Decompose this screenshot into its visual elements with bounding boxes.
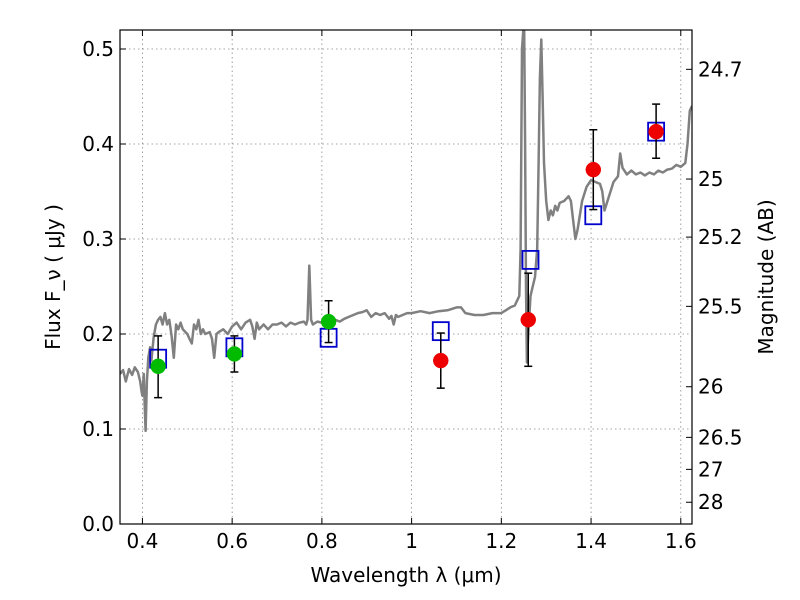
plot-area [120, 30, 692, 433]
right-tick-label: 26 [698, 375, 723, 399]
y-tick-label: 0.5 [82, 37, 114, 61]
right-tick-label: 25.2 [698, 225, 743, 249]
right-tick-label: 28 [698, 490, 723, 514]
photometry-point [226, 346, 243, 362]
model-flux-square [521, 249, 540, 270]
x-tick-label: 0.4 [127, 529, 159, 553]
right-tick-label: 24.7 [698, 57, 743, 81]
x-tick-label: 1.2 [485, 529, 517, 553]
plot-frame [119, 29, 693, 525]
y-axis-label: Flux F_ν ( μJy ) [41, 204, 65, 350]
right-tick-label: 27 [698, 457, 723, 481]
y-tick-label: 0.4 [82, 132, 114, 156]
x-axis-label: Wavelength λ (μm) [310, 563, 501, 587]
right-tick-label: 26.5 [698, 425, 743, 449]
right-y-axis-label: Magnitude (AB) [754, 199, 778, 354]
right-tick-label: 25 [698, 167, 723, 191]
x-tick-label: 1 [405, 529, 418, 553]
y-tick-label: 0.0 [82, 512, 114, 536]
x-tick-label: 1.4 [575, 529, 607, 553]
photometry-point [320, 313, 337, 330]
x-tick-label: 1.6 [665, 529, 697, 553]
data-marks [149, 103, 666, 399]
photometry-point [520, 312, 537, 328]
y-tick-label: 0.2 [82, 322, 114, 346]
axes: 0.4 0.6 0.8 1 1.2 1.4 1.6 0.0 0.1 0.2 0.3 0.4 0.5 24.… [82, 30, 743, 553]
y-tick-label: 0.3 [82, 227, 114, 251]
right-tick-label: 25.5 [698, 294, 743, 318]
x-tick-label: 0.6 [216, 529, 248, 553]
photometry-point [433, 352, 449, 369]
template-spectrum-line [120, 30, 692, 433]
photometry-point [648, 123, 664, 140]
photometry-point [150, 358, 166, 375]
grid-lines [120, 30, 692, 525]
y-tick-label: 0.1 [82, 417, 114, 441]
x-tick-label: 0.8 [306, 529, 338, 553]
photometry-point [585, 161, 602, 178]
